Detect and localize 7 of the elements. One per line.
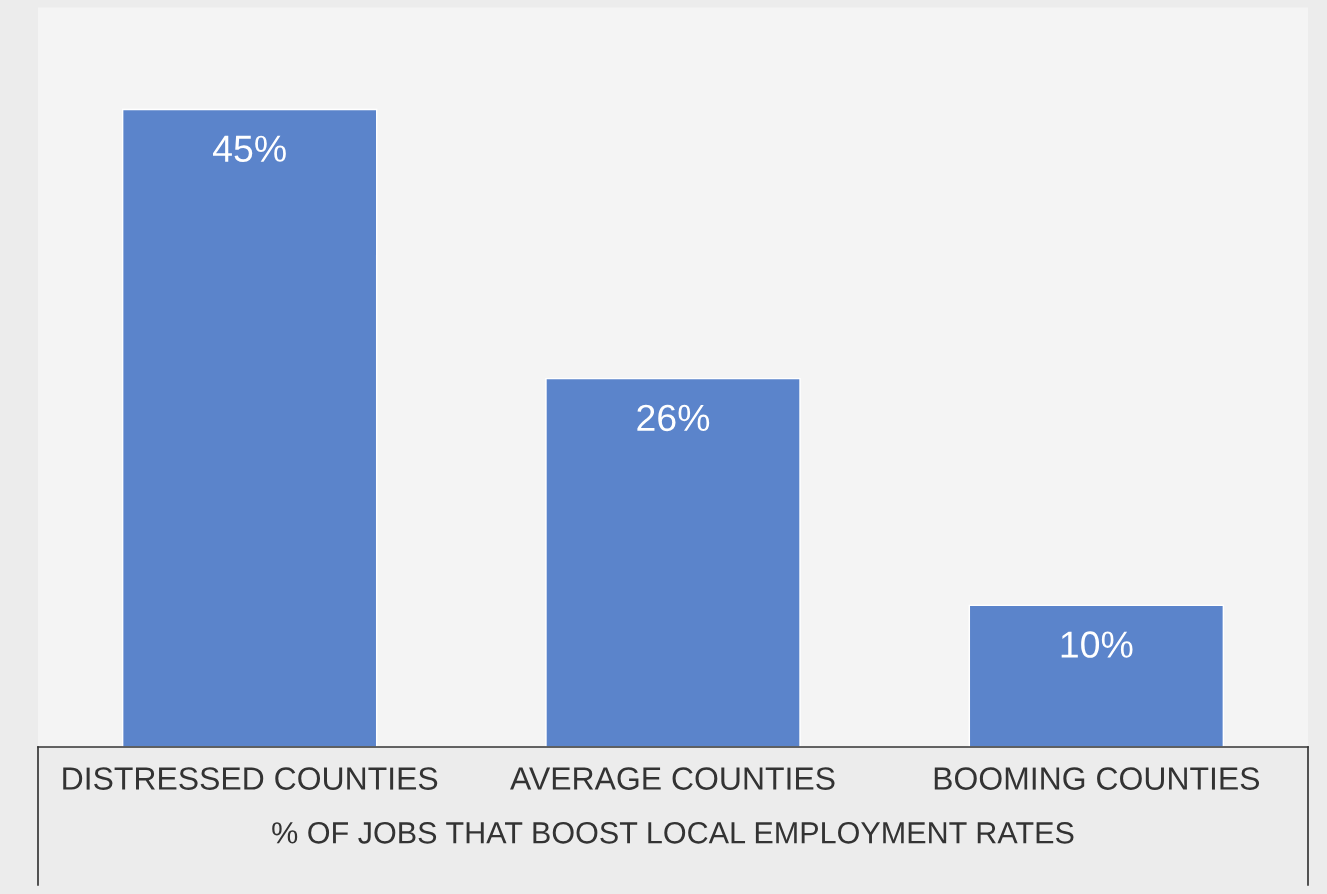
x-axis-title: % OF JOBS THAT BOOST LOCAL EMPLOYMENT RATES bbox=[272, 822, 1074, 844]
data-label: 10% bbox=[1061, 631, 1133, 658]
data-label: 26% bbox=[637, 404, 710, 432]
x-tick-label: AVERAGE COUNTIES bbox=[510, 767, 835, 790]
x-tick-label: DISTRESSED COUNTIES bbox=[63, 767, 438, 790]
data-label: 45% bbox=[213, 135, 286, 163]
x-tick-label: BOOMING COUNTIES bbox=[934, 767, 1260, 790]
